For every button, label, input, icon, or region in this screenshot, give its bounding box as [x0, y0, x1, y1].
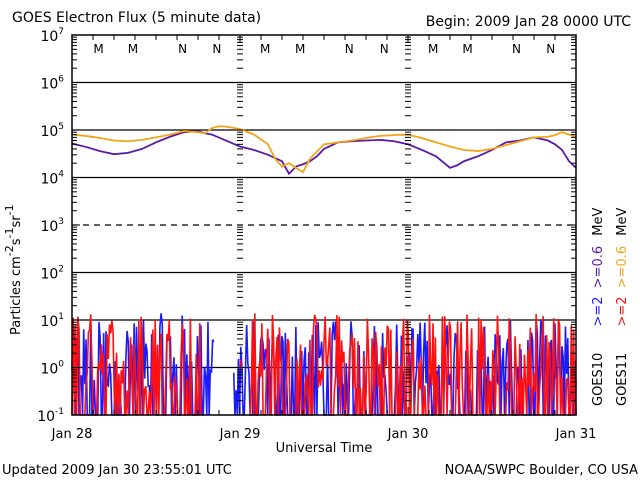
- y-tick-exponent: 5: [58, 122, 64, 132]
- y-tick-label: 102: [40, 265, 64, 283]
- x-tick-label: Jan 31: [555, 427, 597, 442]
- series-line-goes10-06mev: [71, 130, 577, 176]
- noon-marker: N: [178, 42, 187, 56]
- legend-goes10-low: >=2: [591, 296, 606, 326]
- midnight-marker: M: [128, 42, 138, 56]
- y-tick-base: 10: [37, 409, 55, 425]
- legend-goes11-high: >=0.6: [615, 246, 630, 288]
- y-tick-label: 101: [40, 312, 64, 330]
- begin-time-label: Begin: 2009 Jan 28 0000 UTC: [426, 14, 631, 30]
- y-tick-label: 103: [40, 217, 64, 235]
- y-tick-label: 104: [40, 170, 64, 188]
- y-axis-label: Particles cm-2s-1sr-1: [3, 204, 24, 335]
- y-axis-label-sr: sr: [9, 215, 24, 228]
- noon-marker: N: [546, 42, 555, 56]
- y-tick-exponent: 3: [58, 217, 64, 227]
- y-tick-base: 10: [40, 314, 58, 330]
- y-tick-label: 100: [40, 360, 64, 378]
- y-tick-base: 10: [40, 172, 58, 188]
- y-tick-label: 106: [40, 75, 64, 93]
- y-tick-exponent: 4: [58, 170, 64, 180]
- updated-timestamp: Updated 2009 Jan 30 23:55:01 UTC: [2, 463, 232, 478]
- y-tick-exponent: 0: [58, 360, 64, 370]
- legend-goes11-sat: GOES11: [615, 353, 630, 406]
- y-axis-label-exp1: -2: [3, 245, 16, 256]
- y-tick-exponent: 1: [58, 312, 64, 322]
- midnight-marker: M: [260, 42, 270, 56]
- legend: GOES10 >=2 >=0.6 MeV GOES11 >=2 >=0.6 Me…: [591, 208, 630, 406]
- y-axis-label-exp3: -1: [3, 204, 16, 215]
- x-tick-labels: Jan 28 Jan 29 Jan 30 Jan 31: [51, 427, 597, 442]
- y-tick-base: 10: [40, 124, 58, 140]
- y-tick-exponent: 2: [58, 265, 64, 275]
- y-tick-base: 10: [40, 29, 58, 45]
- noon-marker: N: [512, 42, 521, 56]
- y-axis-label-s: s: [9, 238, 24, 245]
- y-tick-label: 107: [40, 27, 64, 45]
- y-tick-base: 10: [40, 362, 58, 378]
- chart-title: GOES Electron Flux (5 minute data): [12, 10, 261, 26]
- series-line-goes11-06mev: [71, 125, 577, 174]
- y-tick-base: 10: [40, 219, 58, 235]
- legend-row-goes10: GOES10 >=2 >=0.6 MeV: [591, 208, 606, 406]
- midnight-marker: M: [462, 42, 472, 56]
- gridlines: [72, 81, 576, 369]
- legend-goes11-low: >=2: [615, 296, 630, 326]
- legend-goes10-high: >=0.6: [591, 246, 606, 288]
- midnight-marker: M: [93, 42, 103, 56]
- legend-row-goes11: GOES11 >=2 >=0.6 MeV: [615, 208, 630, 406]
- credit-label: NOAA/SWPC Boulder, CO USA: [445, 463, 638, 478]
- y-tick-exponent: -1: [55, 407, 64, 417]
- y-tick-label: 10-1: [37, 407, 64, 425]
- x-tick-label: Jan 29: [219, 427, 261, 442]
- axis-ticks: [71, 35, 577, 416]
- y-axis-label-exp2: -1: [3, 228, 16, 239]
- noon-marker: N: [212, 42, 221, 56]
- y-tick-label: 105: [40, 122, 64, 140]
- y-tick-base: 10: [40, 267, 58, 283]
- legend-goes10-sat: GOES10: [591, 353, 606, 406]
- series-layer: [71, 125, 577, 416]
- noon-marker: N: [380, 42, 389, 56]
- y-tick-exponent: 7: [58, 27, 64, 37]
- x-axis-label: Universal Time: [276, 441, 373, 456]
- legend-goes11-unit: MeV: [615, 208, 630, 236]
- y-axis-label-base: Particles cm: [9, 256, 24, 335]
- legend-goes10-unit: MeV: [591, 208, 606, 236]
- series-line-goes11-2mev: [239, 359, 243, 370]
- noon-marker: N: [345, 42, 354, 56]
- x-tick-label: Jan 30: [387, 427, 429, 442]
- y-tick-exponent: 6: [58, 75, 64, 85]
- y-tick-base: 10: [40, 77, 58, 93]
- midnight-marker: M: [428, 42, 438, 56]
- midnight-marker: M: [295, 42, 305, 56]
- x-tick-label: Jan 28: [51, 427, 93, 442]
